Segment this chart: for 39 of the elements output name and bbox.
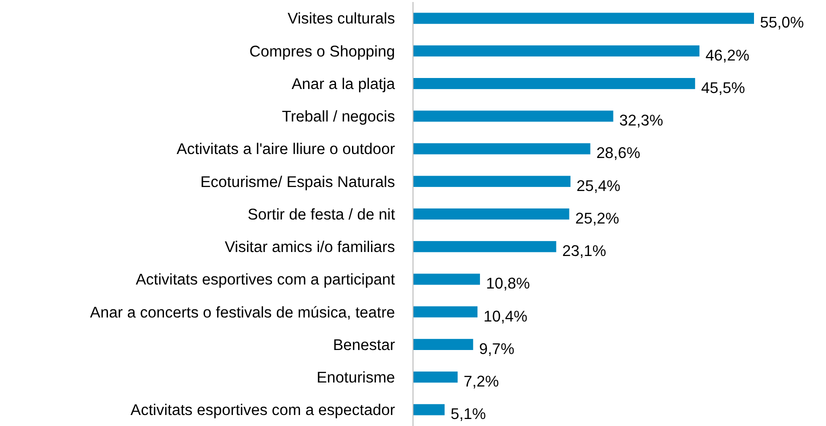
bar <box>413 338 474 350</box>
data-label: 23,1% <box>562 243 606 260</box>
bar <box>413 45 700 56</box>
y-tick-label: Visitar amics i/o familiars <box>224 239 396 256</box>
data-label: 25,2% <box>575 210 620 228</box>
y-tick-label: Activitats esportives com a participant <box>136 272 396 289</box>
data-label: 10,4% <box>483 308 528 326</box>
y-tick-label: Activitats esportives com a espectador <box>130 402 395 420</box>
bar <box>413 372 458 383</box>
y-tick-label: Benestar <box>332 336 395 354</box>
y-tick-label: Anar a la platja <box>292 76 396 93</box>
bar <box>413 306 478 318</box>
bar <box>413 208 570 220</box>
bar <box>413 241 556 252</box>
y-tick-label: Enoturisme <box>316 370 395 386</box>
data-label: 7,2% <box>464 374 500 390</box>
bar <box>413 12 754 24</box>
data-label: 32,3% <box>619 112 664 130</box>
data-label: 25,4% <box>576 178 621 195</box>
y-tick-label: Compres o Shopping <box>249 43 395 60</box>
bar <box>413 143 590 154</box>
data-label: 5,1% <box>450 406 486 424</box>
y-tick-label: Ecoturisme/ Espais Naturals <box>200 174 396 191</box>
y-tick-label: Visites culturals <box>288 10 396 28</box>
data-label: 45,5% <box>701 80 746 97</box>
data-label: 55,0% <box>760 14 804 32</box>
data-label: 28,6% <box>596 145 640 162</box>
bar <box>413 404 445 416</box>
y-tick-label: Activitats a l'aire lliure o outdoor <box>176 141 395 158</box>
data-label: 9,7% <box>479 340 515 358</box>
data-label: 46,2% <box>705 47 750 64</box>
y-tick-label: Sortir de festa / de nit <box>248 206 396 224</box>
y-tick-label: Treball / negocis <box>282 108 396 126</box>
bar <box>413 176 570 187</box>
bar <box>413 274 480 285</box>
bar <box>413 78 696 90</box>
bar <box>413 110 614 122</box>
y-tick-label: Anar a concerts o festivals de música, teatre <box>90 304 395 322</box>
data-label: 10,8% <box>486 276 530 293</box>
